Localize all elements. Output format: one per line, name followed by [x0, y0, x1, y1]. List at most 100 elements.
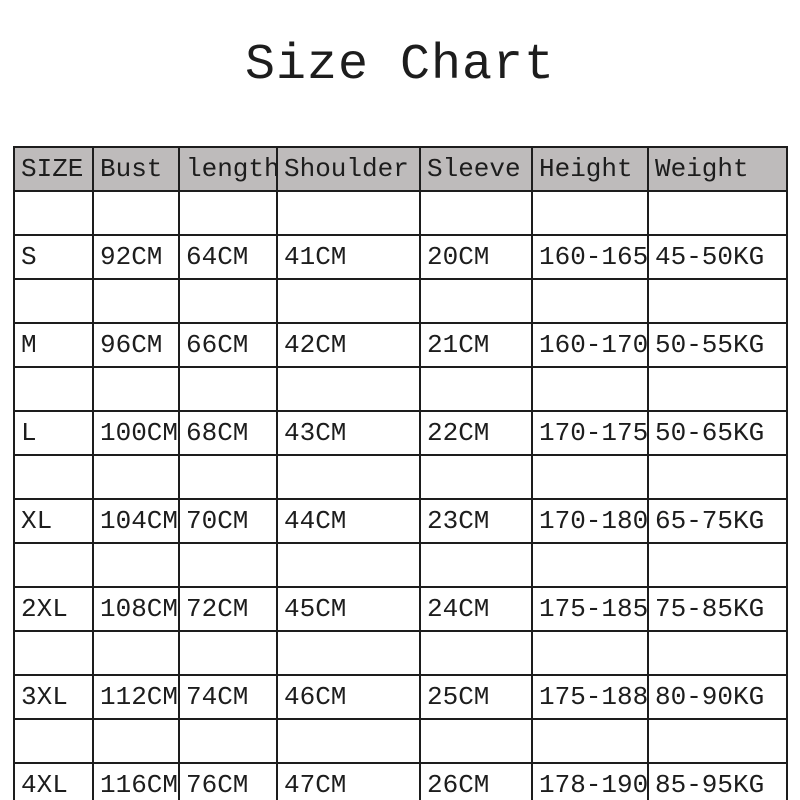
table-cell: 175-188: [531, 674, 649, 720]
spacer-cell: [419, 278, 533, 324]
table-row: XL 104CM 70CM 44CM 23CM 170-180 65-75KG: [13, 498, 788, 544]
size-table-head: SIZE Bust length Shoulder Sleeve Height Weight: [13, 146, 788, 192]
header-cell: Height: [531, 146, 649, 192]
spacer-cell: [13, 542, 94, 588]
header-cell: Bust: [92, 146, 180, 192]
table-cell: 70CM: [178, 498, 278, 544]
spacer-row: [13, 718, 788, 764]
spacer-cell: [178, 454, 278, 500]
spacer-cell: [92, 630, 180, 676]
table-row: L 100CM 68CM 43CM 22CM 170-175 50-65KG: [13, 410, 788, 456]
spacer-cell: [531, 278, 649, 324]
table-cell: 160-170: [531, 322, 649, 368]
spacer-cell: [13, 278, 94, 324]
table-cell: 112CM: [92, 674, 180, 720]
table-cell: 76CM: [178, 762, 278, 800]
table-row: 3XL 112CM 74CM 46CM 25CM 175-188 80-90KG: [13, 674, 788, 720]
table-cell: 50-65KG: [647, 410, 788, 456]
size-table-body: S 92CM 64CM 41CM 20CM 160-165 45-50KG M 96CM 66CM…: [13, 190, 788, 800]
table-cell: 85-95KG: [647, 762, 788, 800]
spacer-cell: [531, 630, 649, 676]
spacer-cell: [92, 718, 180, 764]
table-cell: 20CM: [419, 234, 533, 280]
spacer-cell: [178, 278, 278, 324]
spacer-cell: [13, 630, 94, 676]
header-cell: Sleeve: [419, 146, 533, 192]
table-cell: 44CM: [276, 498, 421, 544]
spacer-cell: [531, 366, 649, 412]
spacer-cell: [531, 718, 649, 764]
table-cell: 68CM: [178, 410, 278, 456]
table-cell: 108CM: [92, 586, 180, 632]
page-title: Size Chart: [244, 37, 556, 94]
table-cell: XL: [13, 498, 94, 544]
spacer-cell: [178, 542, 278, 588]
spacer-row: [13, 190, 788, 236]
table-cell: 43CM: [276, 410, 421, 456]
spacer-cell: [92, 454, 180, 500]
table-row: 4XL 116CM 76CM 47CM 26CM 178-190 85-95KG: [13, 762, 788, 800]
table-cell: 64CM: [178, 234, 278, 280]
table-cell: 65-75KG: [647, 498, 788, 544]
spacer-cell: [419, 454, 533, 500]
spacer-cell: [647, 630, 788, 676]
spacer-cell: [92, 190, 180, 236]
spacer-cell: [178, 190, 278, 236]
spacer-cell: [419, 366, 533, 412]
table-cell: 2XL: [13, 586, 94, 632]
table-cell: 170-180: [531, 498, 649, 544]
spacer-cell: [276, 454, 421, 500]
spacer-row: [13, 630, 788, 676]
spacer-cell: [178, 718, 278, 764]
spacer-cell: [647, 366, 788, 412]
table-cell: 96CM: [92, 322, 180, 368]
table-cell: 175-185: [531, 586, 649, 632]
table-cell: 21CM: [419, 322, 533, 368]
spacer-cell: [647, 454, 788, 500]
header-cell: Weight: [647, 146, 788, 192]
table-row: M 96CM 66CM 42CM 21CM 160-170 50-55KG: [13, 322, 788, 368]
table-cell: S: [13, 234, 94, 280]
size-chart-table-wrap: SIZE Bust length Shoulder Sleeve Height Weight…: [13, 146, 800, 800]
spacer-cell: [647, 542, 788, 588]
table-cell: 25CM: [419, 674, 533, 720]
spacer-cell: [647, 718, 788, 764]
size-table: SIZE Bust length Shoulder Sleeve Height Weight…: [13, 146, 788, 800]
spacer-cell: [419, 190, 533, 236]
table-cell: M: [13, 322, 94, 368]
table-cell: 80-90KG: [647, 674, 788, 720]
header-cell: length: [178, 146, 278, 192]
table-cell: 45-50KG: [647, 234, 788, 280]
spacer-cell: [178, 630, 278, 676]
spacer-cell: [92, 366, 180, 412]
spacer-row: [13, 278, 788, 324]
table-row: 2XL 108CM 72CM 45CM 24CM 175-185 75-85KG: [13, 586, 788, 632]
spacer-cell: [276, 542, 421, 588]
spacer-cell: [276, 366, 421, 412]
spacer-cell: [419, 630, 533, 676]
table-cell: 22CM: [419, 410, 533, 456]
table-cell: 46CM: [276, 674, 421, 720]
header-cell: SIZE: [13, 146, 94, 192]
spacer-cell: [92, 542, 180, 588]
table-cell: L: [13, 410, 94, 456]
table-row: S 92CM 64CM 41CM 20CM 160-165 45-50KG: [13, 234, 788, 280]
spacer-cell: [531, 454, 649, 500]
table-cell: 116CM: [92, 762, 180, 800]
table-cell: 75-85KG: [647, 586, 788, 632]
spacer-cell: [531, 542, 649, 588]
spacer-cell: [531, 190, 649, 236]
header-cell: Shoulder: [276, 146, 421, 192]
table-cell: 100CM: [92, 410, 180, 456]
table-cell: 160-165: [531, 234, 649, 280]
table-cell: 74CM: [178, 674, 278, 720]
spacer-cell: [419, 542, 533, 588]
spacer-cell: [13, 718, 94, 764]
table-cell: 45CM: [276, 586, 421, 632]
table-cell: 66CM: [178, 322, 278, 368]
spacer-row: [13, 454, 788, 500]
table-cell: 41CM: [276, 234, 421, 280]
spacer-cell: [13, 454, 94, 500]
table-cell: 3XL: [13, 674, 94, 720]
table-cell: 42CM: [276, 322, 421, 368]
